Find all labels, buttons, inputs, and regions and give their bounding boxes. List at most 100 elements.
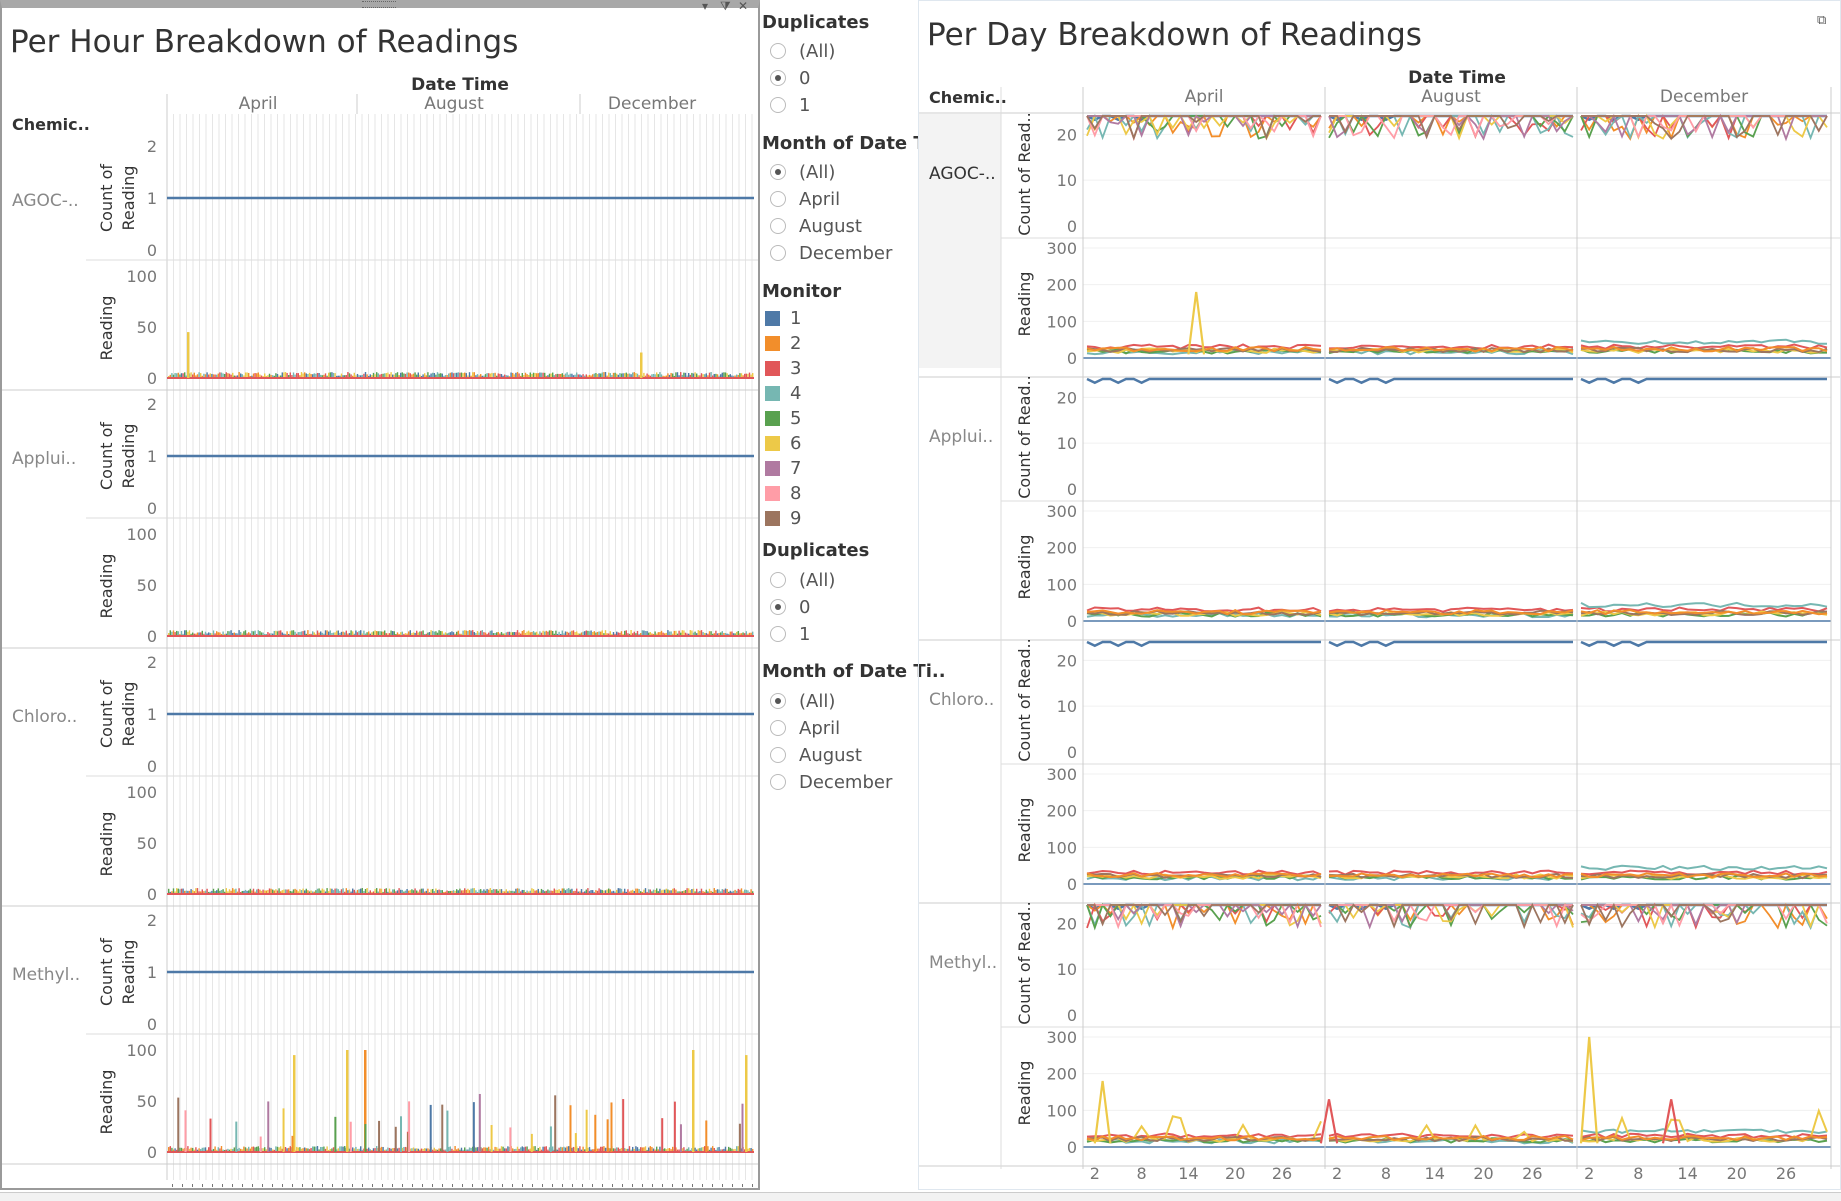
reading-bar — [228, 631, 231, 636]
radio-icon[interactable] — [770, 191, 786, 207]
reading-bar — [332, 372, 335, 378]
dup2-option-0[interactable]: (All) — [770, 569, 835, 591]
reading-bar — [400, 632, 402, 636]
month1-option-0[interactable]: (All) — [770, 161, 835, 183]
monitor-legend-item-5[interactable]: 5 — [765, 407, 801, 429]
reading-bar — [473, 632, 475, 636]
monitor-legend-item-3[interactable]: 3 — [765, 357, 801, 379]
radio-icon[interactable] — [770, 774, 786, 790]
popout-icon[interactable]: ⧉ — [1817, 13, 1827, 28]
radio-icon[interactable] — [770, 693, 786, 709]
reading-bar — [200, 1149, 202, 1152]
day-panel[interactable]: Per Day Breakdown of Readings ⧉ Date Tim… — [918, 0, 1841, 1190]
spike-bar — [441, 1104, 444, 1152]
radio-icon[interactable] — [770, 70, 786, 86]
reading-bar — [235, 375, 237, 378]
reading-bar — [726, 373, 728, 378]
month1-option-3[interactable]: December — [770, 242, 892, 264]
reading-bar — [689, 374, 691, 378]
monitor-legend-item-4[interactable]: 4 — [765, 382, 801, 404]
radio-icon[interactable] — [770, 572, 786, 588]
reading-bar — [200, 891, 202, 894]
radio-icon[interactable] — [770, 164, 786, 180]
reading-bar — [708, 888, 711, 894]
radio-icon[interactable] — [770, 626, 786, 642]
reading-bar — [540, 888, 543, 894]
month2-option-0[interactable]: (All) — [770, 690, 835, 712]
reading-bar — [555, 889, 557, 894]
reading-bar — [208, 891, 210, 894]
reading-bar — [353, 889, 355, 894]
reading-bar — [385, 373, 387, 378]
radio-icon[interactable] — [770, 747, 786, 763]
reading-bar — [267, 889, 269, 894]
dup2-option-1[interactable]: 0 — [770, 596, 810, 618]
reading-axis-title: Reading — [97, 296, 116, 361]
radio-icon[interactable] — [770, 43, 786, 59]
monitor-label: 8 — [790, 482, 802, 504]
reading-bar — [185, 630, 187, 636]
month1-option-1[interactable]: April — [770, 188, 840, 210]
radio-icon[interactable] — [770, 218, 786, 234]
reading-bar — [723, 372, 725, 378]
month1-option-2[interactable]: August — [770, 215, 862, 237]
month2-option-1[interactable]: April — [770, 717, 840, 739]
reading-bar — [238, 372, 240, 378]
hour-panel[interactable]: ▾ ⧩ ✕ Per Hour Breakdown of Readings Dat… — [0, 0, 760, 1190]
dup1-option-0[interactable]: (All) — [770, 40, 835, 62]
filter-icon[interactable]: ⧩ — [720, 0, 731, 13]
reading-bar — [340, 631, 343, 636]
option-label: August — [799, 744, 862, 766]
dup2-option-2[interactable]: 1 — [770, 623, 810, 645]
reading-bar — [355, 891, 357, 894]
reading-bar — [432, 1149, 434, 1152]
reading-bar — [304, 1147, 306, 1152]
monitor-legend-item-7[interactable]: 7 — [765, 457, 801, 479]
monitor-legend-item-1[interactable]: 1 — [765, 307, 801, 329]
month2-option-3[interactable]: December — [770, 771, 892, 793]
reading-bar — [536, 890, 538, 894]
reading-bar — [667, 630, 669, 636]
reading-bar — [323, 1146, 325, 1152]
month2-option-2[interactable]: August — [770, 744, 862, 766]
monitor-legend-item-2[interactable]: 2 — [765, 332, 801, 354]
reading-bar — [657, 374, 659, 378]
drag-grip-icon[interactable] — [362, 1, 396, 8]
radio-icon[interactable] — [770, 720, 786, 736]
reading-bar — [315, 633, 317, 636]
reading-bar — [518, 632, 520, 636]
reading-bar — [422, 888, 424, 894]
radio-icon[interactable] — [770, 97, 786, 113]
reading-bar — [659, 372, 661, 378]
reading-bar — [488, 373, 490, 378]
reading-bar — [718, 889, 720, 894]
reading-bar — [326, 1146, 328, 1152]
reading-bar — [587, 375, 589, 378]
reading-bar — [272, 1149, 274, 1152]
reading-bar — [224, 633, 226, 636]
radio-icon[interactable] — [770, 245, 786, 261]
monitor-legend-item-6[interactable]: 6 — [765, 432, 801, 454]
reading-bar — [380, 631, 383, 636]
reading-line-monitor-3 — [1086, 1132, 1322, 1139]
tick-dot — [712, 1184, 713, 1187]
reading-bar — [324, 630, 327, 636]
dup1-option-1[interactable]: 0 — [770, 67, 810, 89]
close-icon[interactable]: ✕ — [738, 0, 749, 13]
reading-bar — [182, 888, 184, 894]
reading-bar — [488, 632, 490, 636]
reading-bar — [356, 889, 359, 894]
reading-bar — [603, 1146, 605, 1152]
dropdown-arrow-icon[interactable]: ▾ — [702, 0, 709, 13]
reading-bar — [368, 375, 370, 378]
dup1-option-2[interactable]: 1 — [770, 94, 810, 116]
reading-bar — [713, 1148, 715, 1152]
monitor-legend-item-9[interactable]: 9 — [765, 507, 801, 529]
radio-icon[interactable] — [770, 599, 786, 615]
monitor-legend-item-8[interactable]: 8 — [765, 482, 801, 504]
reading-bar — [649, 375, 651, 378]
reading-bar — [324, 1148, 327, 1152]
reading-bar — [430, 630, 432, 636]
